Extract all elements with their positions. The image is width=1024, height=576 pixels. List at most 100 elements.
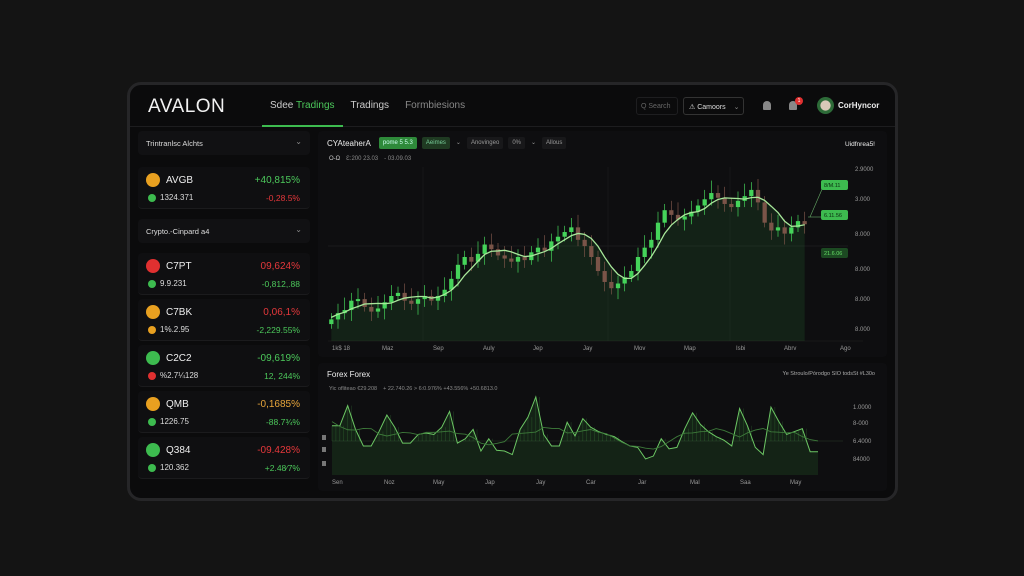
asset-value: 1324.371 — [160, 193, 194, 202]
asset-symbol: C2C2 — [166, 353, 192, 364]
candle — [509, 258, 514, 262]
smoothed-line — [331, 421, 819, 450]
candle — [622, 277, 627, 284]
y-tick-label: 2.9000 — [855, 167, 874, 173]
candle — [449, 278, 454, 290]
main-nav: Sdee Tradings Tradings Formbiesions — [262, 85, 473, 127]
asset-change: -0,1685% — [257, 399, 300, 410]
candle — [642, 247, 647, 257]
candle — [709, 193, 714, 200]
asset-change: 09,624% — [260, 261, 300, 272]
candle — [422, 296, 427, 300]
x-tick-label: Mov — [634, 346, 645, 352]
chevron-down-icon: ⌄ — [295, 137, 302, 146]
section-label: Crypto.-Cinpard a4 — [146, 227, 210, 236]
tab-formbiesions[interactable]: Formbiesions — [405, 100, 466, 111]
candle — [415, 299, 421, 304]
notifications-bell-icon[interactable] — [789, 101, 797, 110]
status-dot-icon — [148, 280, 156, 288]
chevron-down-icon[interactable]: ⌄ — [530, 140, 537, 146]
candle — [729, 203, 734, 208]
moving-avg-chip[interactable]: Anovingeo — [466, 137, 504, 149]
candle — [522, 257, 527, 261]
price-tag — [821, 248, 848, 258]
asset-card-q384[interactable]: Q384 -09.428% 120.362 +2.48⁄7% — [138, 437, 310, 479]
candle — [782, 227, 787, 234]
asset-change: +40,815% — [254, 175, 300, 186]
search-input[interactable]: Q Search — [636, 97, 678, 115]
select-value: ⚠ Camoors — [689, 104, 726, 111]
candle — [689, 211, 694, 217]
ohlc-row: O-Ω Ɛ:200 23.03 - 03.09.03 — [329, 156, 411, 162]
section-header[interactable]: Trintranlsc Alchts ⌄ — [138, 131, 310, 155]
user-name[interactable]: CorHyncor — [838, 101, 880, 110]
avatar[interactable] — [817, 97, 834, 114]
candle — [749, 189, 754, 197]
status-dot-icon — [148, 418, 156, 426]
candle — [635, 257, 641, 272]
asset-value: %2.7¼128 — [160, 371, 199, 380]
candle — [535, 247, 541, 253]
asset-card-c2c2[interactable]: C2C2 -09,619% %2.7¼128 12, 244% — [138, 345, 310, 387]
candlestick-chart[interactable]: 2.9000 3.000 8.000 8.000 8.000 8.000 1k$ 18 Maz… — [318, 131, 887, 357]
x-tick-label: Maz — [382, 346, 393, 352]
x-tick-label: Jay — [536, 480, 545, 486]
candle — [502, 255, 507, 259]
candle — [389, 296, 394, 303]
candle — [489, 244, 494, 250]
tool-icon — [322, 447, 326, 452]
candle — [602, 271, 607, 282]
y-tick-label: 8.000 — [855, 232, 871, 238]
candle — [475, 253, 481, 262]
forex-line — [332, 395, 818, 460]
tab-tradings[interactable]: Tradings — [350, 100, 390, 111]
section-header[interactable]: Crypto.-Cinpard a4 ⌄ — [138, 219, 310, 243]
candle — [629, 271, 634, 278]
coin-icon — [146, 443, 160, 457]
candle — [329, 319, 334, 325]
x-tick-label: Noz — [384, 480, 395, 486]
area-fill — [331, 197, 805, 341]
status-dot-icon — [148, 372, 156, 380]
asset-change: -09,619% — [257, 353, 300, 364]
allous-chip[interactable]: Allous — [542, 137, 567, 149]
x-tick-label: Jay — [583, 346, 592, 352]
asset-change-secondary: -0,28.5% — [265, 193, 300, 203]
candle — [695, 205, 701, 212]
candle — [469, 257, 474, 262]
asset-card-avgb[interactable]: AVGB +40,815% 1324.371 -0,28.5% — [138, 167, 310, 209]
asset-change-secondary: -0,812,.88 — [261, 279, 300, 289]
candle — [775, 227, 781, 231]
logo: AVALON — [148, 96, 226, 117]
price-tag-label: 8/M.11 — [824, 183, 840, 189]
candle — [402, 292, 407, 301]
coin-icon — [146, 173, 160, 187]
forex-line-chart[interactable]: 1.0000 8-000 6.4000 84000 Sen Noz May Jap Jay Car… — [318, 363, 887, 491]
asset-card-qmb[interactable]: QMB -0,1685% 1226.75 -88.7¾% — [138, 391, 310, 433]
indicator-chip[interactable]: Aeimes — [421, 137, 450, 149]
candle — [789, 227, 794, 234]
forex-right-label: Ye Stroulo/Pórodgo SIO todsSt #L30o — [782, 371, 875, 377]
candle — [769, 222, 774, 231]
y-tick-label: 8-000 — [853, 421, 869, 427]
x-tick-label: Sen — [332, 480, 343, 486]
chart-right-label: Uidfnrea5! — [845, 141, 875, 148]
asset-card-c7bk[interactable]: C7BK 0,06,1% 1%.2.95 -2,229.55% — [138, 299, 310, 341]
app-window: AVALON Sdee Tradings Tradings Formbiesio… — [127, 82, 898, 501]
chevron-down-icon[interactable]: ⌄ — [455, 140, 461, 146]
bell-icon[interactable] — [763, 101, 771, 110]
percent-chip[interactable]: 0% — [508, 137, 525, 149]
candle — [542, 247, 547, 251]
tab-sdee-tradings[interactable]: Sdee Tradings — [262, 85, 343, 127]
price-tag — [821, 210, 848, 220]
x-tick-label: Map — [684, 346, 696, 352]
timeframe-chip[interactable]: pome 5 5.3 — [378, 137, 417, 149]
x-tick-label: Jar — [638, 480, 646, 486]
tool-icon — [322, 435, 326, 440]
y-tick-label: 1.0000 — [853, 405, 872, 411]
asset-change: 0,06,1% — [263, 307, 300, 318]
asset-value: 1%.2.95 — [160, 325, 190, 334]
asset-card-c7pt[interactable]: C7PT 09,624% 9.9.231 -0,812,.88 — [138, 253, 310, 295]
market-select[interactable]: ⚠ Camoors ⌄ — [683, 97, 744, 115]
asset-symbol: AVGB — [166, 175, 194, 186]
